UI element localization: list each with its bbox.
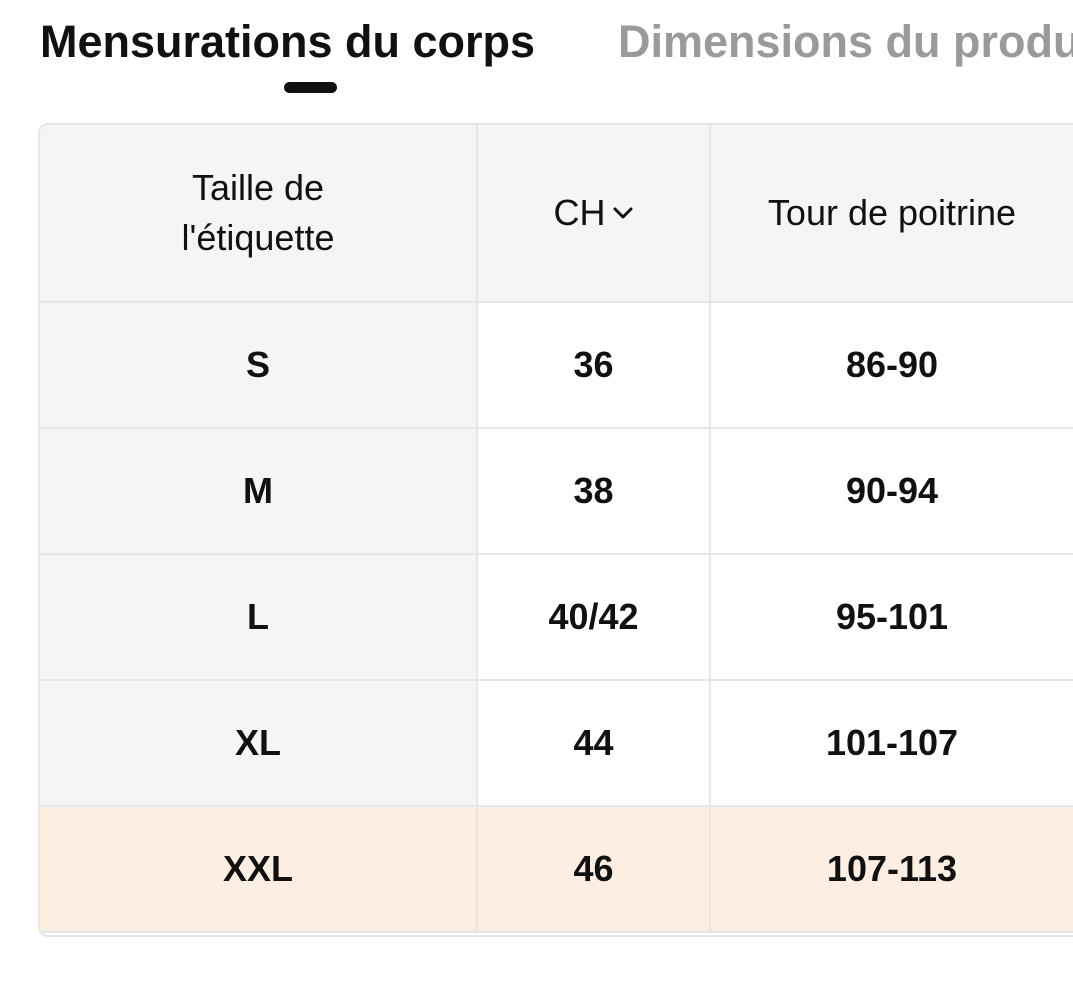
cell-ch: 46 (476, 805, 711, 933)
table-row: M 38 90-94 (40, 427, 1073, 555)
cell-chest: 86-90 (709, 301, 1073, 429)
header-chest-text: Tour de poitrine (767, 192, 1017, 233)
table-row: L 40/42 95-101 (40, 553, 1073, 681)
ch-size-selector[interactable]: CH (554, 188, 634, 238)
cell-size-label: M (40, 427, 478, 555)
tab-body-measurements[interactable]: Mensurations du corps (40, 16, 536, 67)
table-row: XL 44 101-107 (40, 679, 1073, 807)
cell-chest: 101-107 (709, 679, 1073, 807)
table-row: S 36 86-90 (40, 301, 1073, 429)
cell-ch: 40/42 (476, 553, 711, 681)
header-chest: Tour de poitrine (709, 125, 1073, 303)
header-ch-text: CH (553, 192, 606, 233)
active-tab-indicator (284, 82, 337, 93)
size-table-container: Taille de l'étiquette CH Tour de poitrin… (38, 123, 1073, 937)
header-label-size: Taille de l'étiquette (40, 125, 478, 303)
cell-ch: 44 (476, 679, 711, 807)
size-table: Taille de l'étiquette CH Tour de poitrin… (40, 125, 1073, 933)
table-row-highlighted: XXL 46 107-113 (40, 805, 1073, 933)
cell-chest: 107-113 (709, 805, 1073, 933)
cell-size-label: S (40, 301, 478, 429)
chevron-down-icon[interactable] (612, 202, 634, 224)
table-header-row: Taille de l'étiquette CH Tour de poitrin… (40, 125, 1073, 303)
header-ch[interactable]: CH (476, 125, 711, 303)
cell-size-label: L (40, 553, 478, 681)
size-tabs: Mensurations du corps Dimensions du prod… (0, 0, 1073, 110)
header-label-size-text: Taille de l'étiquette (181, 167, 335, 258)
cell-chest: 90-94 (709, 427, 1073, 555)
cell-size-label: XL (40, 679, 478, 807)
cell-ch: 38 (476, 427, 711, 555)
cell-chest: 95-101 (709, 553, 1073, 681)
tab-product-dimensions[interactable]: Dimensions du produ (618, 16, 1073, 67)
cell-ch: 36 (476, 301, 711, 429)
cell-size-label: XXL (40, 805, 478, 933)
